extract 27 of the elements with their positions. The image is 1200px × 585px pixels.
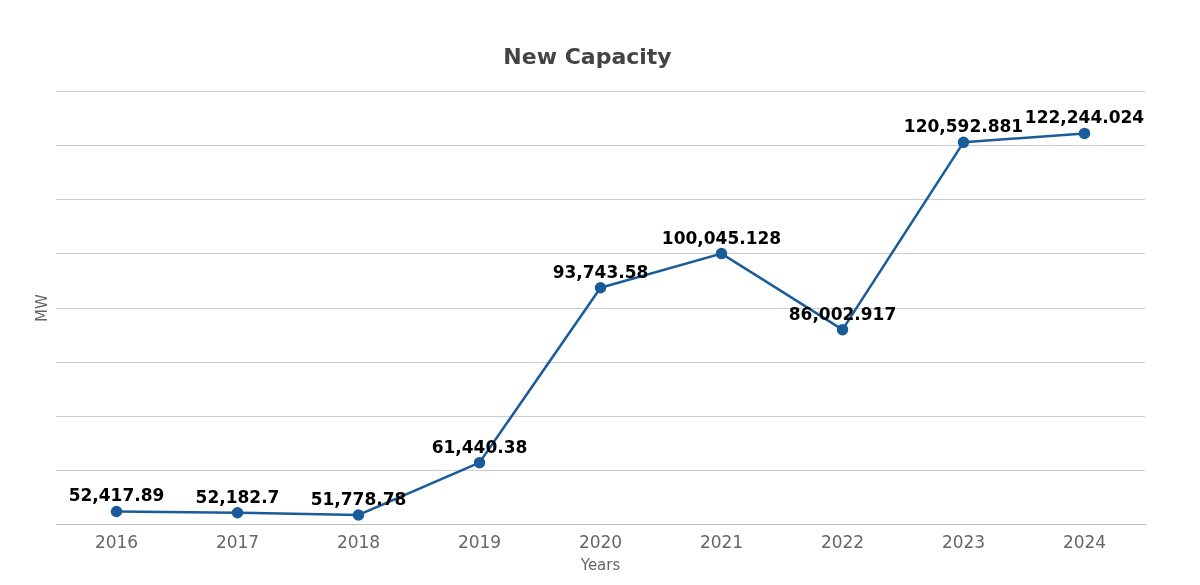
point xyxy=(352,509,365,521)
x-tick-label: 2019 xyxy=(457,532,502,553)
x-tick-label: 2024 xyxy=(1062,532,1107,553)
data-label: 120,592.881 xyxy=(903,116,1024,137)
point xyxy=(231,507,244,519)
x-tick-label: 2016 xyxy=(94,532,139,553)
data-label: 52,182.7 xyxy=(195,486,280,507)
chart-title: New Capacity xyxy=(503,43,672,69)
x-tick-label: 2017 xyxy=(215,532,260,553)
point xyxy=(1078,127,1091,140)
point xyxy=(957,136,970,149)
point xyxy=(594,281,607,294)
point xyxy=(473,456,486,469)
x-axis-title: Years xyxy=(579,555,621,574)
x-tick-label: 2022 xyxy=(820,532,865,553)
data-label: 52,417.89 xyxy=(68,485,165,506)
y-axis-title: MW xyxy=(32,293,51,322)
point xyxy=(836,323,849,336)
point xyxy=(715,247,728,260)
data-label: 93,743.58 xyxy=(552,261,649,282)
data-label: 100,045.128 xyxy=(661,227,782,248)
data-label: 122,244.024 xyxy=(1024,107,1145,128)
x-tick-label: 2020 xyxy=(578,532,623,553)
x-tick-label: 2023 xyxy=(941,532,986,553)
x-tick-label: 2018 xyxy=(336,532,381,553)
x-tick-label: 2021 xyxy=(699,532,744,553)
point xyxy=(110,505,123,518)
